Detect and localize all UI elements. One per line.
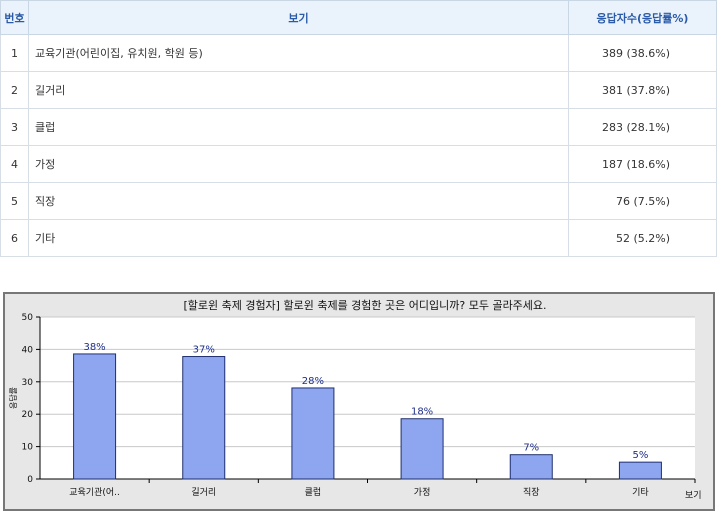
row-responses: 52 (5.2%) bbox=[568, 219, 717, 257]
row-responses: 187 (18.6%) bbox=[568, 145, 717, 183]
y-tick-label: 10 bbox=[22, 443, 34, 453]
bar bbox=[509, 454, 553, 480]
y-axis-label: 응답률 bbox=[8, 387, 18, 409]
table-row: 1 교육기관(어린이집, 유치원, 학원 등) 389 (38.6%) bbox=[0, 34, 717, 72]
row-option: 직장 bbox=[28, 182, 569, 220]
row-responses: 76 (7.5%) bbox=[568, 182, 717, 220]
data-label: 28% bbox=[302, 376, 324, 387]
bar bbox=[73, 353, 117, 480]
row-option: 길거리 bbox=[28, 71, 569, 109]
chart-title: [할로윈 축제 경험자] 할로윈 축제를 경험한 곳은 어디입니까? 모두 골라… bbox=[183, 298, 546, 312]
table-row: 5 직장 76 (7.5%) bbox=[0, 182, 717, 220]
row-no: 1 bbox=[0, 34, 29, 72]
bar-chart: [할로윈 축제 경험자] 할로윈 축제를 경험한 곳은 어디입니까? 모두 골라… bbox=[8, 298, 702, 501]
y-tick-label: 30 bbox=[22, 378, 34, 388]
row-responses: 381 (37.8%) bbox=[568, 71, 717, 109]
row-option: 기타 bbox=[28, 219, 569, 257]
x-tick-label: 교육기관(어.. bbox=[69, 487, 120, 498]
row-responses: 389 (38.6%) bbox=[568, 34, 717, 72]
bar bbox=[618, 461, 662, 480]
x-axis-label: 보기 bbox=[685, 490, 702, 501]
row-option: 가정 bbox=[28, 145, 569, 183]
plot-area bbox=[40, 317, 695, 479]
y-tick-label: 50 bbox=[22, 313, 34, 323]
table-row: 3 클럽 283 (28.1%) bbox=[0, 108, 717, 146]
bar bbox=[182, 356, 226, 480]
survey-table: 번호 보기 응답자수(응답률%) 1 교육기관(어린이집, 유치원, 학원 등)… bbox=[0, 0, 717, 257]
bar bbox=[400, 418, 444, 480]
data-label: 37% bbox=[193, 345, 215, 356]
row-option: 교육기관(어린이집, 유치원, 학원 등) bbox=[28, 34, 569, 72]
header-responses: 응답자수(응답률%) bbox=[568, 0, 717, 35]
table-row: 6 기타 52 (5.2%) bbox=[0, 219, 717, 257]
x-tick-label: 기타 bbox=[632, 487, 649, 498]
row-no: 5 bbox=[0, 182, 29, 220]
x-tick-label: 길거리 bbox=[191, 487, 216, 498]
data-label: 5% bbox=[632, 450, 648, 461]
header-option: 보기 bbox=[28, 0, 569, 35]
row-no: 6 bbox=[0, 219, 29, 257]
row-no: 2 bbox=[0, 71, 29, 109]
row-option: 클럽 bbox=[28, 108, 569, 146]
table-row: 2 길거리 381 (37.8%) bbox=[0, 71, 717, 109]
x-tick-label: 가정 bbox=[414, 487, 431, 498]
x-tick-label: 클럽 bbox=[305, 487, 322, 498]
y-tick-label: 40 bbox=[22, 345, 34, 355]
row-no: 3 bbox=[0, 108, 29, 146]
row-no: 4 bbox=[0, 145, 29, 183]
x-tick-label: 직장 bbox=[523, 487, 540, 498]
table-row: 4 가정 187 (18.6%) bbox=[0, 145, 717, 183]
bar-chart-panel: [할로윈 축제 경험자] 할로윈 축제를 경험한 곳은 어디입니까? 모두 골라… bbox=[3, 292, 715, 511]
data-label: 18% bbox=[411, 407, 433, 418]
bar bbox=[291, 387, 335, 480]
header-no: 번호 bbox=[0, 0, 29, 35]
data-label: 7% bbox=[523, 443, 539, 454]
row-responses: 283 (28.1%) bbox=[568, 108, 717, 146]
y-tick-label: 0 bbox=[27, 475, 33, 485]
y-tick-label: 20 bbox=[22, 410, 34, 420]
data-label: 38% bbox=[83, 342, 105, 353]
table-header-row: 번호 보기 응답자수(응답률%) bbox=[0, 0, 717, 35]
